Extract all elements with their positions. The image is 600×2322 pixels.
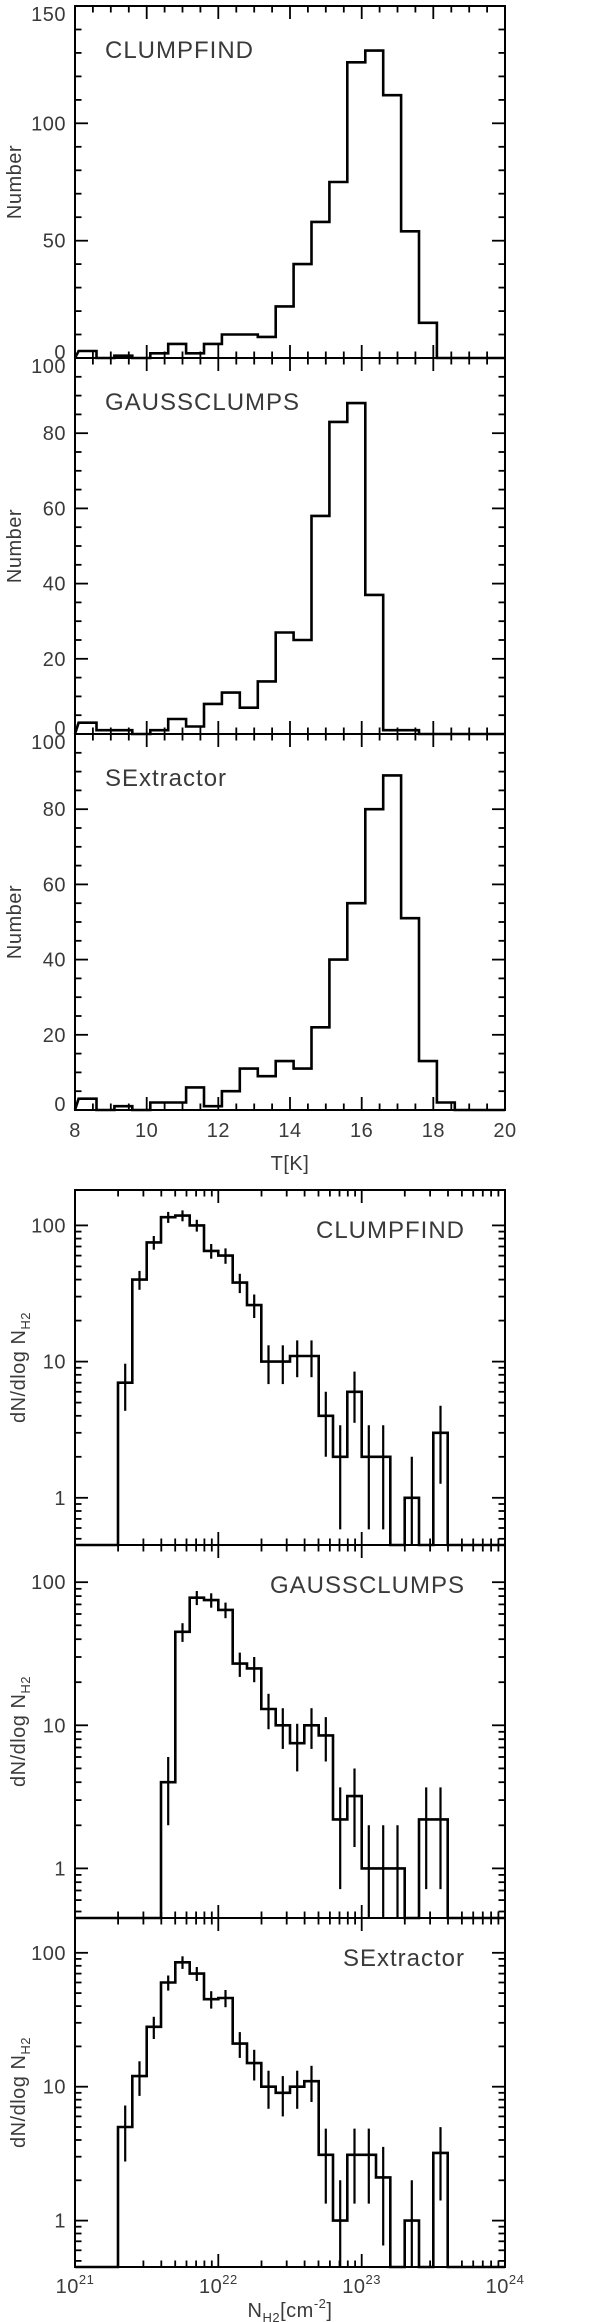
y-tick-label: 80 bbox=[43, 799, 66, 821]
y-axis-label: dN/dlog NH2 bbox=[8, 2037, 33, 2148]
y-axis-label: Number bbox=[4, 509, 26, 583]
y-tick-label: 20 bbox=[43, 649, 66, 671]
y-axis-label: Number bbox=[4, 145, 26, 219]
y-axis-label: dN/dlog NH2 bbox=[8, 1676, 33, 1787]
x-tick-label: 8 bbox=[69, 1120, 81, 1142]
y-tick-label: 100 bbox=[31, 356, 66, 378]
panel-title: GAUSSCLUMPS bbox=[270, 1572, 465, 1599]
error-bars bbox=[167, 1591, 442, 1918]
y-tick-labels: 1 10 100 bbox=[31, 1943, 66, 2233]
y-tick-label: 150 bbox=[31, 4, 66, 26]
x-tick-label: 14 bbox=[278, 1120, 301, 1142]
y-tick-label: 10 bbox=[43, 1715, 66, 1737]
x-tick-label: 1024 bbox=[486, 2272, 525, 2298]
axis-ticks bbox=[74, 733, 506, 1111]
temperature-histogram-group: 050100150CLUMPFINDNumber020406080100GAUS… bbox=[4, 4, 516, 1175]
panel-title: SExtractor bbox=[343, 1945, 465, 1972]
x-axis-label: T[K] bbox=[271, 1153, 310, 1175]
histogram-line bbox=[75, 1961, 505, 2269]
y-tick-label: 100 bbox=[31, 113, 66, 135]
column-density-histogram-group: 1 10 100 CLUMPFIND dN/dlog NH2 1 10 100 GAUSSCLU… bbox=[8, 1189, 525, 2322]
y-tick-labels: 1 10 100 bbox=[31, 1572, 66, 1880]
x-axis-labels: 8 10 12 14 16 18 20 T[K] bbox=[69, 1120, 516, 1175]
x-tick-label: 16 bbox=[350, 1120, 373, 1142]
panel-title: GAUSSCLUMPS bbox=[105, 389, 300, 416]
x-tick-label: 1021 bbox=[56, 2272, 95, 2298]
x-tick-label: 10 bbox=[135, 1120, 158, 1142]
y-tick-labels: 1 10 100 bbox=[31, 1215, 66, 1510]
y-tick-label: 1 bbox=[54, 1858, 66, 1880]
x-axis-labels: 1021 1022 1023 1024 NH2[cm-2] bbox=[56, 2272, 525, 2322]
y-tick-label: 100 bbox=[31, 1215, 66, 1237]
histogram-line bbox=[75, 1214, 505, 1547]
y-axis-label: Number bbox=[4, 885, 26, 959]
panel-temperature-CLUMPFIND: 0 50 100 150 CLUMPFIND Number bbox=[4, 4, 506, 364]
y-tick-label: 40 bbox=[43, 950, 66, 972]
histogram-line bbox=[73, 774, 505, 1112]
x-tick-label: 20 bbox=[493, 1120, 516, 1142]
x-tick-label: 1023 bbox=[342, 2272, 381, 2298]
panel-temperature-GAUSSCLUMPS: 0 20 40 60 80 100 GAUSSCLUMPS Number bbox=[4, 356, 506, 740]
y-tick-label: 1 bbox=[54, 2211, 66, 2233]
panel-title: CLUMPFIND bbox=[316, 1217, 465, 1244]
y-tick-labels: 0 20 40 60 80 100 bbox=[31, 356, 66, 740]
y-tick-label: 60 bbox=[43, 498, 66, 520]
y-tick-label: 1 bbox=[54, 1488, 66, 1510]
y-tick-label: 0 bbox=[54, 718, 66, 740]
y-tick-label: 40 bbox=[43, 574, 66, 596]
panel-column-density-SExtractor: 1 10 100 SExtractor dN/dlog NH2 bbox=[8, 1917, 506, 2269]
histogram-line bbox=[73, 401, 505, 736]
y-tick-labels: 0 20 40 60 80 100 bbox=[31, 732, 66, 1116]
y-tick-label: 100 bbox=[31, 1943, 66, 1965]
y-axis-label: dN/dlog NH2 bbox=[8, 1312, 33, 1423]
y-tick-label: 10 bbox=[43, 1352, 66, 1374]
x-tick-label: 1022 bbox=[199, 2272, 238, 2298]
histogram-line bbox=[73, 49, 505, 360]
x-tick-label: 18 bbox=[422, 1120, 445, 1142]
panel-title: SExtractor bbox=[105, 765, 227, 792]
y-tick-label: 10 bbox=[43, 2077, 66, 2099]
axis-ticks bbox=[74, 5, 506, 359]
y-tick-labels: 0 50 100 150 bbox=[31, 4, 66, 364]
panel-temperature-SExtractor: 0 20 40 60 80 100 SExtractor Number bbox=[4, 732, 506, 1116]
panel-column-density-CLUMPFIND: 1 10 100 CLUMPFIND dN/dlog NH2 bbox=[8, 1189, 506, 1547]
panel-column-density-GAUSSCLUMPS: 1 10 100 GAUSSCLUMPS dN/dlog NH2 bbox=[8, 1544, 506, 1920]
panel-title: CLUMPFIND bbox=[105, 37, 254, 64]
y-tick-label: 80 bbox=[43, 423, 66, 445]
y-tick-label: 60 bbox=[43, 874, 66, 896]
y-tick-label: 100 bbox=[31, 1572, 66, 1594]
axis-ticks bbox=[74, 1918, 506, 2267]
y-tick-label: 0 bbox=[54, 1094, 66, 1116]
y-tick-label: 0 bbox=[54, 342, 66, 364]
axis-ticks bbox=[74, 357, 506, 735]
x-tick-label: 12 bbox=[207, 1120, 230, 1142]
y-tick-label: 20 bbox=[43, 1025, 66, 1047]
error-bars bbox=[124, 1956, 442, 2267]
x-axis-label: NH2[cm-2] bbox=[248, 2296, 333, 2322]
y-tick-label: 50 bbox=[43, 231, 66, 253]
error-bars bbox=[124, 1210, 442, 1545]
y-tick-label: 100 bbox=[31, 732, 66, 754]
